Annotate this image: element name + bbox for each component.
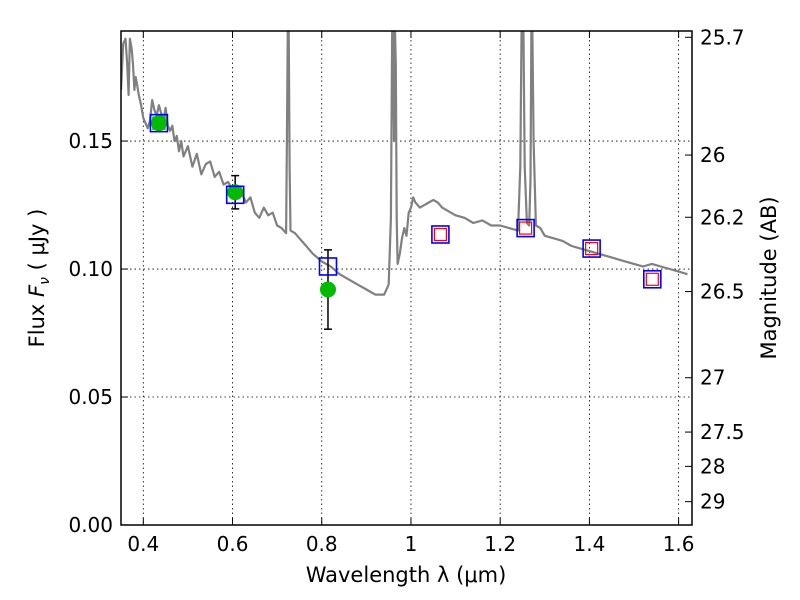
hst-data-point	[227, 184, 244, 201]
y2-tick-label: 26	[700, 143, 725, 167]
x-tick-label: 1.2	[484, 532, 516, 556]
model-photometry-square	[431, 225, 450, 244]
nir-photometry-square	[433, 227, 448, 242]
axis-ticks: 0.4 0.6 0.8 1 1.2 1.4 1.6 0.00 0.05 0.10 0.15 25.7 2…	[68, 25, 744, 556]
optical-photometry-square	[152, 116, 166, 130]
x-tick-label: 0.6	[217, 532, 249, 556]
model-spectrum-line	[121, 31, 688, 296]
plot-frame	[120, 30, 693, 526]
y2-tick-label: 25.7	[700, 25, 745, 49]
model-photometry-square	[149, 113, 169, 133]
axis-labels: Wavelength λ (μm) Flux Fν ( μJy ) Magnit…	[25, 196, 781, 587]
model-photometry-square	[582, 239, 601, 258]
x-tick-label: 1.6	[663, 532, 695, 556]
y2-tick-label: 28	[700, 454, 725, 478]
y-axis-label: Flux Fν ( μJy )	[25, 209, 53, 348]
model-photometry-square	[318, 257, 338, 276]
y-tick-label: 0.15	[68, 129, 113, 153]
y2-tick-label: 29	[700, 490, 725, 514]
hst-data-point	[150, 115, 167, 132]
model-photometry-square	[225, 185, 245, 205]
y-axis-label-subscript: ν	[37, 277, 53, 285]
y-axis-label-unit: ( μJy )	[25, 209, 49, 277]
x-tick-label: 0.8	[306, 532, 338, 556]
grid-lines	[121, 31, 692, 525]
y2-tick-label: 26.5	[700, 280, 745, 304]
model-spectrum	[121, 31, 688, 296]
y2-tick-label: 27	[700, 366, 725, 390]
y2-tick-label: 27.5	[700, 420, 745, 444]
photometry-markers	[149, 113, 662, 330]
y-tick-label: 0.10	[68, 257, 113, 281]
nir-photometry-square	[645, 272, 659, 286]
y-axis-label-symbol: F	[25, 284, 49, 297]
hst-data-point	[319, 281, 336, 298]
nir-photometry-square	[519, 221, 533, 235]
model-photometry-square	[516, 218, 535, 238]
y-axis-label-prefix: Flux	[25, 297, 49, 347]
nir-photometry-square	[585, 241, 599, 256]
y2-axis-label: Magnitude (AB)	[757, 196, 781, 359]
y2-tick-label: 26.2	[700, 205, 745, 229]
x-tick-label: 1.4	[573, 532, 605, 556]
x-tick-label: 0.4	[127, 532, 159, 556]
x-tick-label: 1	[405, 532, 418, 556]
y-tick-label: 0.00	[68, 513, 113, 537]
x-axis-label: Wavelength λ (μm)	[306, 563, 507, 587]
y-tick-label: 0.05	[68, 385, 113, 409]
model-photometry-square	[642, 269, 662, 289]
